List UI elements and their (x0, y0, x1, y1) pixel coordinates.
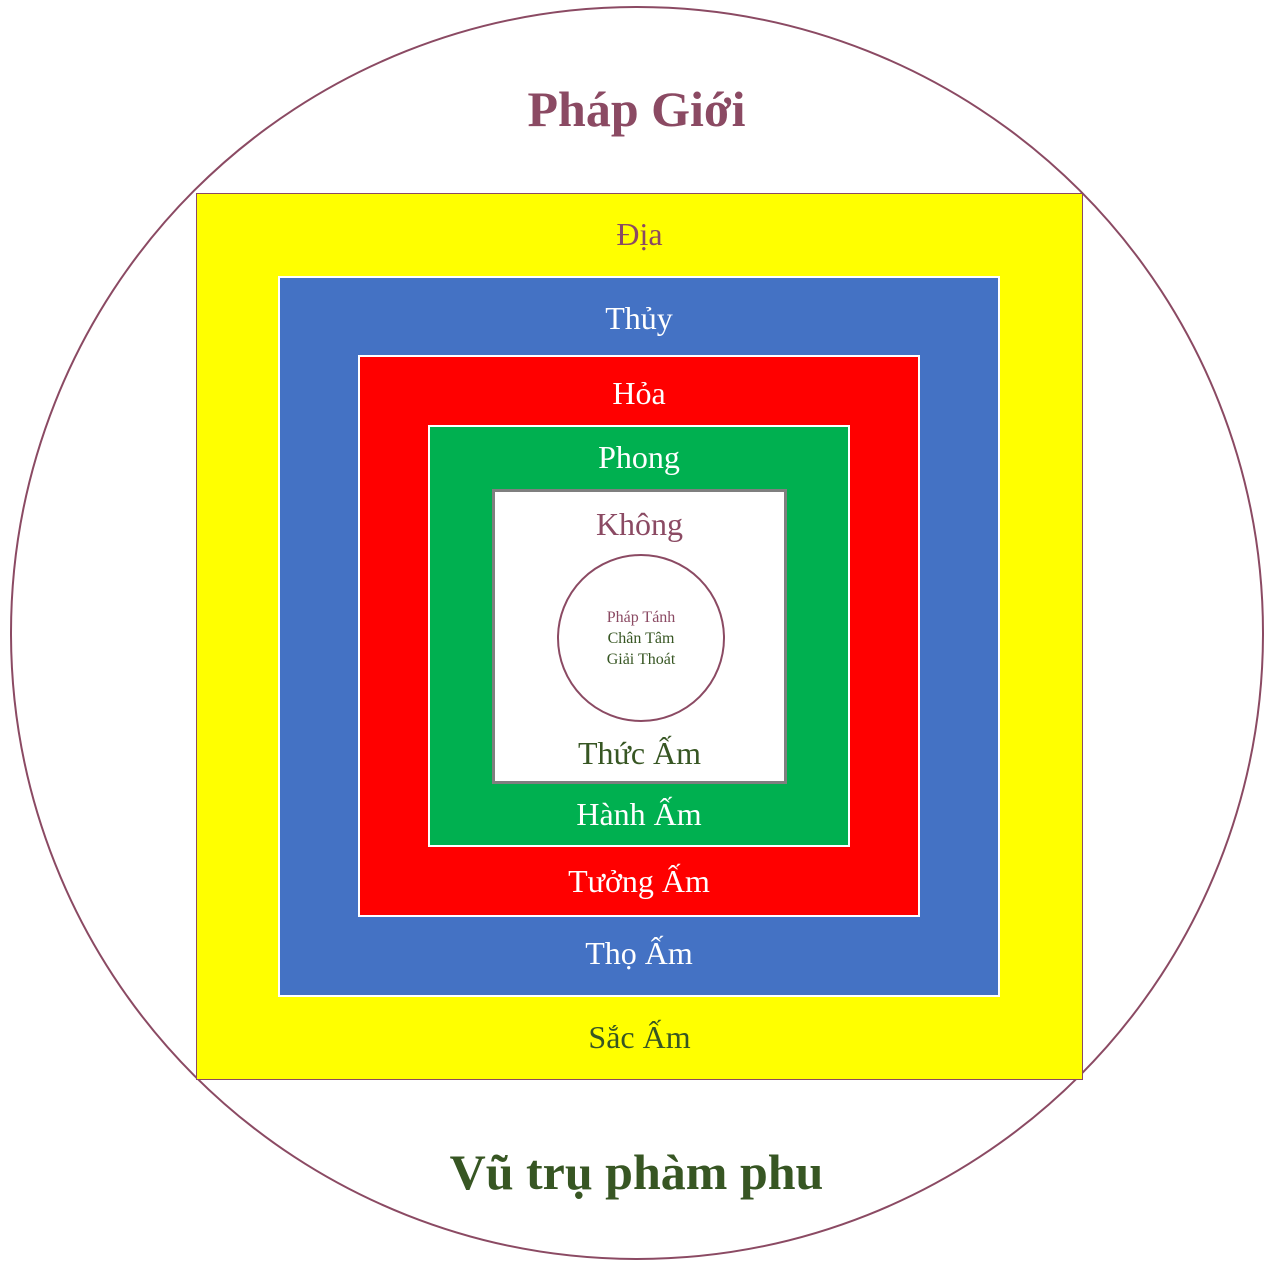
title-phap-gioi: Pháp Giới (527, 81, 746, 137)
label-hanh-am: Hành Ấm (576, 796, 702, 832)
label-hoa: Hỏa (612, 375, 666, 411)
layer-phong: Phong Hành Ấm Không Thức Ấm Pháp Tánh Ch… (428, 425, 850, 847)
core-line-chan-tam: Chân Tâm (607, 629, 675, 647)
layer-dia: Địa Sắc Ấm Thủy Thọ Ấm Hỏa Tưởng Ấm Phon… (196, 193, 1083, 1080)
label-phong: Phong (598, 439, 680, 475)
layer-hoa: Hỏa Tưởng Ấm Phong Hành Ấm Không Thức Ấm… (358, 355, 920, 917)
layer-khong: Không Thức Ấm Pháp Tánh Chân Tâm Giải Th… (492, 489, 787, 784)
title-vu-tru-pham-phu: Vũ trụ phàm phu (449, 1144, 824, 1200)
core-line-phap-tanh: Pháp Tánh (606, 608, 676, 626)
label-thuc-am: Thức Ấm (577, 735, 702, 771)
label-tho-am: Thọ Ấm (585, 935, 693, 971)
label-thuy: Thủy (605, 300, 673, 336)
layer-thuy: Thủy Thọ Ấm Hỏa Tưởng Ấm Phong Hành Ấm K… (278, 276, 1000, 997)
core-circle: Pháp Tánh Chân Tâm Giải Thoát (557, 554, 725, 722)
core-line-giai-thoat: Giải Thoát (606, 650, 676, 668)
label-khong: Không (595, 506, 684, 542)
label-tuong-am: Tưởng Ấm (568, 863, 710, 899)
label-sac-am: Sắc Ấm (588, 1019, 691, 1055)
label-dia: Địa (616, 216, 663, 252)
